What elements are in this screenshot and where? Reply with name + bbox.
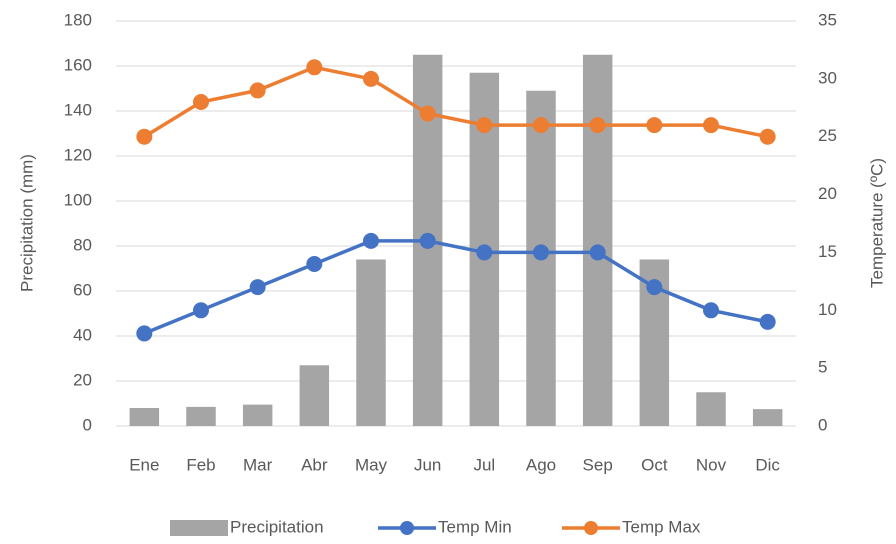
y-tick-label: 20: [73, 370, 92, 389]
y2-tick-label: 5: [818, 358, 827, 377]
y2-tick-label: 35: [818, 10, 837, 29]
line-marker: [193, 302, 209, 319]
legend-label: Temp Max: [622, 517, 701, 536]
y2-tick-label: 20: [818, 184, 837, 203]
y-tick-label: 100: [64, 190, 92, 209]
y-tick-label: 80: [73, 235, 92, 254]
line-marker: [589, 244, 606, 261]
line-marker: [703, 302, 719, 319]
x-tick-label: Sep: [583, 455, 613, 474]
line-marker: [249, 279, 266, 296]
x-tick-label: Jul: [473, 455, 495, 474]
bar: [696, 392, 726, 426]
line-marker: [249, 82, 266, 99]
legend-swatch: [400, 521, 414, 535]
x-tick-label: Ene: [129, 455, 159, 474]
bar: [242, 404, 273, 426]
y2-tick-label: 15: [818, 242, 837, 261]
x-tick-label: Abr: [301, 455, 328, 474]
x-tick-label: Mar: [243, 455, 273, 474]
line-marker: [136, 128, 153, 145]
y-tick-label: 120: [64, 145, 92, 164]
line-marker: [646, 117, 663, 134]
bar: [299, 365, 330, 426]
bar: [752, 409, 783, 426]
line-marker: [533, 117, 549, 134]
y-tick-label: 40: [73, 325, 92, 344]
x-tick-label: Feb: [186, 455, 215, 474]
line-marker: [136, 325, 153, 342]
line-marker: [703, 117, 719, 134]
line-marker: [759, 128, 776, 145]
bar: [129, 408, 160, 426]
legend-swatch: [170, 520, 228, 536]
line-marker: [363, 70, 379, 87]
y-axis-title: Precipitation (mm): [17, 154, 36, 292]
legend-label: Precipitation: [230, 517, 324, 536]
line-marker: [646, 279, 663, 296]
y2-axis-title: Temperature (ºC): [867, 158, 886, 288]
x-tick-label: Nov: [696, 455, 727, 474]
line-marker: [589, 117, 606, 134]
bar: [356, 259, 386, 426]
y-tick-label: 60: [73, 280, 92, 299]
line-marker: [533, 244, 549, 261]
y2-tick-label: 0: [818, 415, 827, 434]
line-marker: [476, 244, 493, 261]
bar: [186, 406, 216, 426]
line-marker: [363, 232, 379, 249]
line: [143, 239, 769, 336]
line-marker: [306, 59, 323, 76]
line-marker: [476, 117, 493, 134]
y-tick-label: 140: [64, 100, 92, 119]
y2-tick-label: 25: [818, 126, 837, 145]
line-marker: [419, 232, 436, 249]
x-tick-label: Jun: [414, 455, 441, 474]
legend-label: Temp Min: [438, 517, 512, 536]
line-marker: [419, 105, 436, 122]
y2-tick-label: 30: [818, 68, 837, 87]
line-marker: [306, 256, 323, 272]
line-marker: [193, 94, 209, 110]
y2-tick-label: 10: [818, 300, 837, 319]
line-marker: [759, 313, 776, 330]
x-tick-label: Ago: [526, 455, 556, 474]
line: [143, 65, 769, 139]
bar: [582, 54, 613, 426]
x-tick-label: Dic: [755, 455, 780, 474]
legend-swatch: [584, 521, 598, 535]
x-tick-label: Oct: [641, 455, 668, 474]
x-tick-label: May: [355, 455, 388, 474]
y-tick-label: 180: [64, 10, 92, 29]
y-tick-label: 0: [83, 415, 92, 434]
y-tick-label: 160: [64, 55, 92, 74]
